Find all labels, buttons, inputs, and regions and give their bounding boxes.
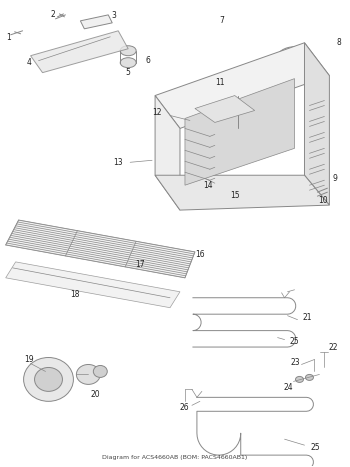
Text: Diagram for ACS4660AB (BOM: PACS4660AB1): Diagram for ACS4660AB (BOM: PACS4660AB1) [102, 454, 248, 460]
Text: 11: 11 [215, 78, 225, 87]
Text: 14: 14 [203, 181, 213, 190]
Text: 4: 4 [26, 58, 31, 67]
Text: 10: 10 [318, 196, 328, 205]
Ellipse shape [306, 375, 314, 381]
Text: 13: 13 [113, 158, 123, 167]
Polygon shape [6, 262, 180, 308]
Ellipse shape [120, 58, 136, 68]
Text: 25: 25 [311, 443, 320, 452]
Text: 19: 19 [24, 355, 33, 364]
Text: 8: 8 [337, 38, 342, 47]
Text: 22: 22 [329, 343, 338, 352]
Ellipse shape [120, 46, 136, 56]
Text: 5: 5 [126, 68, 131, 77]
Text: 16: 16 [195, 250, 205, 259]
Text: 2: 2 [50, 10, 55, 19]
Text: 24: 24 [284, 383, 293, 392]
Text: 1: 1 [6, 33, 11, 42]
Text: 17: 17 [135, 261, 145, 269]
Text: 25: 25 [290, 337, 299, 346]
Polygon shape [30, 31, 128, 73]
Polygon shape [6, 220, 195, 278]
Text: 21: 21 [303, 313, 312, 322]
Polygon shape [185, 78, 294, 185]
Ellipse shape [35, 368, 62, 391]
Text: 12: 12 [152, 108, 162, 117]
Ellipse shape [231, 81, 245, 97]
Text: 18: 18 [71, 290, 80, 299]
Polygon shape [80, 15, 112, 29]
Polygon shape [155, 96, 180, 210]
Ellipse shape [295, 376, 303, 382]
Text: 6: 6 [146, 56, 150, 65]
Polygon shape [155, 175, 329, 210]
Polygon shape [195, 96, 255, 122]
Polygon shape [304, 43, 329, 205]
Text: 15: 15 [230, 191, 239, 200]
Polygon shape [155, 43, 329, 128]
Ellipse shape [76, 364, 100, 384]
Text: 9: 9 [333, 174, 338, 183]
Ellipse shape [276, 47, 313, 71]
Text: 7: 7 [219, 16, 224, 25]
Ellipse shape [23, 358, 74, 401]
Ellipse shape [233, 94, 243, 106]
Text: 26: 26 [179, 403, 189, 412]
Text: 20: 20 [91, 390, 100, 399]
Text: 23: 23 [291, 358, 300, 367]
Text: 3: 3 [112, 11, 117, 21]
Ellipse shape [93, 366, 107, 377]
